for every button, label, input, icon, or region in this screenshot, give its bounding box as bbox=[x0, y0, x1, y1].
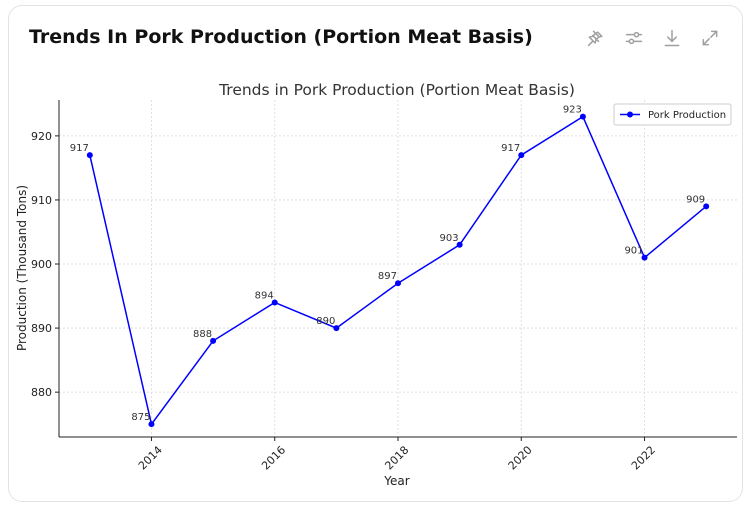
pin-button[interactable] bbox=[584, 26, 608, 50]
legend-label: Pork Production bbox=[648, 110, 726, 121]
legend-box bbox=[613, 103, 732, 126]
x-tick-label: 2014 bbox=[136, 443, 165, 472]
series-line bbox=[89, 115, 707, 426]
y-axis-ticks: 880 890 900 910 920 bbox=[31, 130, 59, 399]
y-axis-label: Production (Thousand Tons) bbox=[15, 185, 29, 351]
y-tick-label: 890 bbox=[31, 322, 52, 335]
legend-marker bbox=[627, 111, 633, 118]
x-tick-label: 2018 bbox=[382, 443, 411, 472]
data-label: 894 bbox=[255, 290, 274, 301]
data-label: 917 bbox=[501, 143, 520, 154]
x-tick-label: 2020 bbox=[506, 443, 535, 472]
pin-icon bbox=[587, 30, 603, 47]
data-labels: 917 875 888 894 890 897 903 917 923 901 909 bbox=[70, 105, 705, 424]
data-point bbox=[579, 113, 586, 120]
data-label: 888 bbox=[193, 329, 212, 340]
data-label: 909 bbox=[686, 194, 705, 205]
data-point bbox=[210, 337, 217, 344]
grid bbox=[59, 100, 737, 437]
chart-card: Trends In Pork Production (Portion Meat … bbox=[8, 5, 743, 502]
data-label: 917 bbox=[70, 143, 89, 154]
data-point bbox=[148, 421, 155, 428]
filter-button[interactable] bbox=[622, 26, 646, 50]
data-label: 901 bbox=[624, 246, 643, 257]
x-axis-ticks: 2014 2016 2018 2020 2022 bbox=[136, 437, 658, 472]
expand-icon bbox=[702, 30, 718, 46]
y-tick-label: 910 bbox=[31, 194, 52, 207]
y-tick-label: 880 bbox=[31, 386, 52, 399]
sliders-icon bbox=[625, 31, 643, 45]
x-tick-label: 2022 bbox=[629, 443, 658, 472]
data-point bbox=[641, 254, 648, 261]
data-label: 897 bbox=[378, 271, 397, 282]
legend: Pork Production bbox=[613, 103, 732, 126]
chart-toolbar bbox=[584, 26, 722, 50]
data-point bbox=[271, 299, 278, 306]
expand-button[interactable] bbox=[698, 26, 722, 50]
chart-title: Trends in Pork Production (Portion Meat … bbox=[218, 81, 575, 99]
x-axis-label: Year bbox=[383, 474, 409, 488]
data-point bbox=[703, 203, 710, 210]
series-group bbox=[86, 113, 710, 428]
data-point bbox=[456, 241, 463, 248]
download-icon bbox=[664, 29, 680, 47]
data-point bbox=[518, 152, 525, 159]
card-title: Trends In Pork Production (Portion Meat … bbox=[29, 26, 533, 48]
data-label: 903 bbox=[440, 233, 459, 244]
data-point bbox=[395, 280, 401, 287]
y-tick-label: 900 bbox=[31, 258, 52, 271]
data-point bbox=[86, 152, 93, 159]
data-label: 890 bbox=[316, 316, 335, 327]
data-point bbox=[333, 325, 340, 332]
download-button[interactable] bbox=[660, 26, 684, 50]
x-tick-label: 2016 bbox=[259, 443, 288, 472]
data-label: 923 bbox=[563, 105, 582, 116]
data-label: 875 bbox=[131, 412, 150, 423]
y-tick-label: 920 bbox=[31, 130, 52, 143]
